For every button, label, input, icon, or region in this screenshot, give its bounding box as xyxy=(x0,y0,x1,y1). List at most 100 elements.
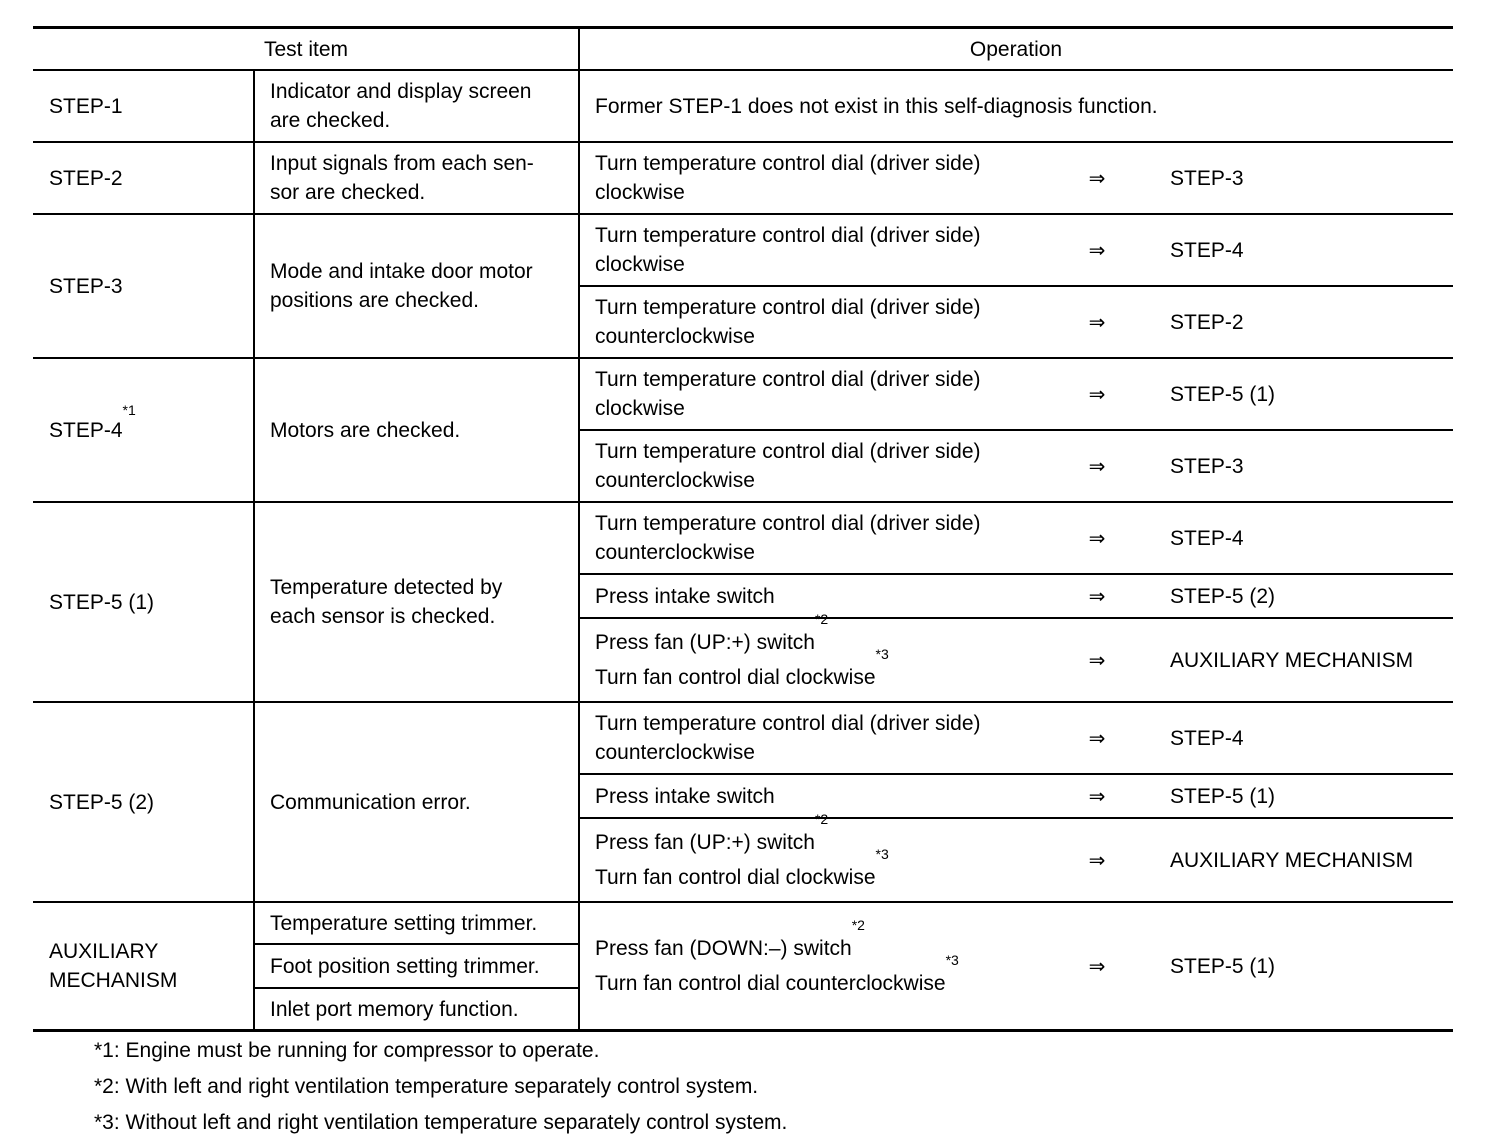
text-line: Foot position setting trimmer. xyxy=(270,954,540,978)
arrow-right-icon: ⇒ xyxy=(1088,848,1106,872)
operation-line: counterclockwise xyxy=(595,738,1065,767)
text-line: Input signals from each sen- xyxy=(270,152,534,175)
arrow-right-icon: ⇒ xyxy=(1088,454,1106,478)
operation-text: Press intake switch xyxy=(595,584,775,608)
text-line: Communication error. xyxy=(270,790,471,814)
operation-text: Turn fan control dial counterclockwise xyxy=(595,972,946,995)
text-line: Indicator and display screen xyxy=(270,80,532,103)
test-item: Communication error. xyxy=(270,702,575,902)
operation-line: Turn fan control dial counterclockwise *3 xyxy=(595,953,1065,1001)
operation-text: Turn temperature control dial (driver si… xyxy=(595,296,981,319)
operation-line: counterclockwise xyxy=(595,322,1065,351)
row-divider xyxy=(33,213,1453,215)
row-divider xyxy=(33,141,1453,143)
next-step: STEP-5 (1) xyxy=(1170,954,1276,978)
next-step: STEP-4 xyxy=(1170,526,1244,550)
operation-action: Press intake switch xyxy=(595,774,1065,818)
arrow-right-icon: ⇒ xyxy=(1088,784,1106,808)
operation-action: Turn temperature control dial (driver si… xyxy=(595,358,1065,430)
operation-text: Turn temperature control dial (driver si… xyxy=(595,512,981,535)
text-line: positions are checked. xyxy=(270,289,479,312)
footnote-marker: *2 xyxy=(814,811,829,827)
text-line: Inlet port memory function. xyxy=(270,997,519,1021)
operation-line: Press intake switch xyxy=(595,782,1065,811)
step-label-line: MECHANISM xyxy=(49,969,178,992)
operation-action: Turn temperature control dial (driver si… xyxy=(595,286,1065,358)
operation-action: Turn temperature control dial (driver si… xyxy=(595,214,1065,286)
next-step: STEP-2 xyxy=(1170,310,1244,334)
step-label-line: STEP-3 xyxy=(49,274,123,298)
step-label-line: STEP-2 xyxy=(49,166,123,190)
step-label: STEP-2 xyxy=(49,142,249,214)
text-line: Temperature setting trimmer. xyxy=(270,911,538,935)
next-step: AUXILIARY MECHANISM xyxy=(1170,848,1414,872)
step-label-line: STEP-5 (1) xyxy=(49,590,155,614)
arrow-right-icon: ⇒ xyxy=(1088,584,1106,608)
footnote: *2: With left and right ventilation temp… xyxy=(94,1075,759,1098)
step-label-line: STEP-4*1 xyxy=(49,401,136,442)
text-line: are checked. xyxy=(270,109,391,132)
operation-line: counterclockwise xyxy=(595,466,1065,495)
text-line: Temperature detected by xyxy=(270,576,503,599)
operation-line: Turn temperature control dial (driver si… xyxy=(595,221,1065,250)
step-label: STEP-5 (2) xyxy=(49,702,249,902)
operation-line: Turn temperature control dial (driver si… xyxy=(595,709,1065,738)
text-line: Mode and intake door motor xyxy=(270,260,533,283)
footnote: *1: Engine must be running for compresso… xyxy=(94,1039,600,1062)
operation-text: Turn temperature control dial (driver si… xyxy=(595,152,981,175)
operation-line: Turn temperature control dial (driver si… xyxy=(595,293,1065,322)
operation-text: counterclockwise xyxy=(595,741,755,764)
step-label: AUXILIARY MECHANISM xyxy=(49,902,249,1030)
operation-text: Turn fan control dial clockwise xyxy=(595,866,876,889)
operation-text: counterclockwise xyxy=(595,325,755,348)
footnote-marker: *2 xyxy=(814,611,829,627)
next-step: STEP-5 (1) xyxy=(1170,784,1276,808)
arrow-right-icon: ⇒ xyxy=(1088,726,1106,750)
operation-line: Turn fan control dial clockwise *3 xyxy=(595,647,1065,695)
step-label-line: AUXILIARY xyxy=(49,940,159,963)
operation-action: Press intake switch xyxy=(595,574,1065,618)
operation-line: Press fan (UP:+) switch *2 xyxy=(595,812,1065,860)
column-divider xyxy=(253,70,255,1030)
arrow-right-icon: ⇒ xyxy=(1088,954,1106,978)
text-line: sor are checked. xyxy=(270,181,426,204)
row-divider xyxy=(33,901,1453,903)
footnote-marker: *2 xyxy=(851,917,865,933)
operation-text: Turn temperature control dial (driver si… xyxy=(595,712,981,735)
step-label: STEP-5 (1) xyxy=(49,502,249,702)
arrow-right-icon: ⇒ xyxy=(1088,648,1106,672)
step-label: STEP-3 xyxy=(49,214,249,358)
test-item: Mode and intake door motor positions are … xyxy=(270,214,575,358)
operation-line: Press fan (UP:+) switch *2 xyxy=(595,612,1065,660)
row-divider xyxy=(33,1029,1453,1031)
operation-text: Press intake switch xyxy=(595,784,775,808)
operation-line: clockwise xyxy=(595,178,1065,207)
test-item: Motors are checked. xyxy=(270,358,575,502)
test-item: Temperature setting trimmer. xyxy=(270,902,575,944)
operation-divider xyxy=(579,817,1453,819)
operation-action: Press fan (UP:+) switch *2 Turn fan contro… xyxy=(595,612,1065,702)
next-step: STEP-5 (2) xyxy=(1170,584,1276,608)
item-divider xyxy=(254,943,579,945)
operation-action: Turn temperature control dial (driver si… xyxy=(595,430,1065,502)
footnote-marker: *3 xyxy=(875,846,889,862)
operation-text: Press fan (DOWN:–) switch xyxy=(595,937,852,960)
table-top-border xyxy=(33,26,1453,29)
operation-action: Press fan (DOWN:–) switch *2 Turn fan cont… xyxy=(595,902,1065,1030)
next-step: STEP-3 xyxy=(1170,166,1244,190)
test-item: Indicator and display screen are checked. xyxy=(270,70,575,142)
text-line: Motors are checked. xyxy=(270,418,461,442)
arrow-right-icon: ⇒ xyxy=(1088,382,1106,406)
operation-text: clockwise xyxy=(595,181,685,204)
footnote-marker: *3 xyxy=(945,952,959,968)
next-step: STEP-4 xyxy=(1170,726,1244,750)
operation-text: Turn temperature control dial (driver si… xyxy=(595,224,981,247)
step-label-line: STEP-1 xyxy=(49,94,123,118)
arrow-right-icon: ⇒ xyxy=(1088,310,1106,334)
arrow-right-icon: ⇒ xyxy=(1088,238,1106,262)
step-label: STEP-1 xyxy=(49,70,249,142)
operation-line: clockwise xyxy=(595,394,1065,423)
operation-line: Turn temperature control dial (driver si… xyxy=(595,149,1065,178)
operation-action: Turn temperature control dial (driver si… xyxy=(595,702,1065,774)
header-divider xyxy=(33,69,1453,71)
